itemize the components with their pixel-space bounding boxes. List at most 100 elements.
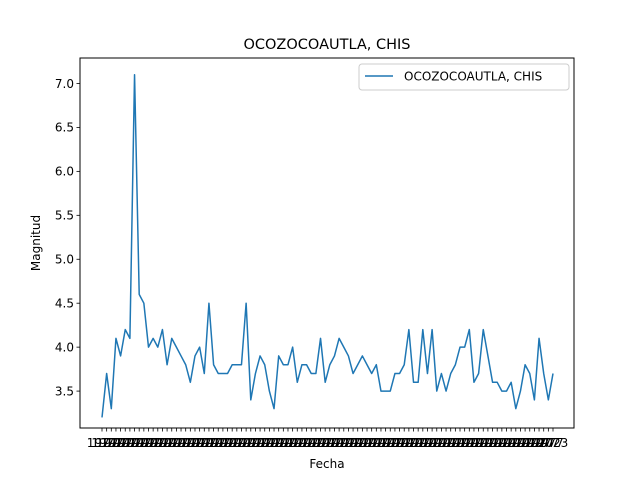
- x-tick-label: 1977: [449, 436, 480, 450]
- x-tick-label: 1977: [296, 436, 327, 450]
- x-tick-label: 1977: [352, 436, 383, 450]
- x-tick-label: 1977: [315, 436, 346, 450]
- chart-title: OCOZOCOAUTLA, CHIS: [243, 37, 410, 53]
- x-tick-label: 1977: [394, 436, 425, 450]
- y-tick-label: 4.5: [55, 297, 74, 311]
- x-tick-label: 1977: [249, 436, 280, 450]
- x-tick-label: 1977: [468, 436, 499, 450]
- x-tick-label: 1977: [277, 436, 308, 450]
- x-tick-label: 1977: [282, 436, 313, 450]
- x-tick-label: 1977: [273, 436, 304, 450]
- x-tick-label: 1977: [305, 436, 336, 450]
- x-tick-label: 1977: [217, 436, 248, 450]
- plot-frame: [79, 57, 575, 429]
- x-tick-label: 1977: [408, 436, 439, 450]
- y-axis-ticks: 3.5 4.0 4.5 5.0 5.5 6.0 6.5 7.0: [55, 77, 80, 398]
- x-tick-label: 1977: [431, 436, 462, 450]
- y-tick-label: 5.5: [55, 209, 74, 223]
- x-tick-label: 1977: [342, 436, 373, 450]
- x-tick-label: 1977: [454, 436, 485, 450]
- x-tick-label: 1977: [170, 436, 201, 450]
- x-tick-label: 1977: [254, 436, 285, 450]
- x-tick-label: 1977: [245, 436, 276, 450]
- legend-box: [358, 63, 570, 91]
- x-tick-label: 1977: [440, 436, 471, 450]
- x-tick-label: 1977: [524, 436, 555, 450]
- x-tick-label: 1977: [310, 436, 341, 450]
- x-tick-label: 1977: [445, 436, 476, 450]
- x-tick-label: 1977: [124, 436, 155, 450]
- x-tick-label: 1977: [519, 436, 550, 450]
- x-tick-label: 1977: [319, 436, 350, 450]
- x-tick-label: 1977: [477, 436, 508, 450]
- x-tick-label: 1977: [222, 436, 253, 450]
- x-axis-label: Fecha: [309, 457, 344, 471]
- x-tick-label: 1977: [166, 436, 197, 450]
- x-tick-label: 1977: [101, 436, 132, 450]
- x-tick-label: 1977: [119, 436, 150, 450]
- y-tick-label: 7.0: [55, 77, 74, 91]
- x-tick-label: 1977: [412, 436, 443, 450]
- x-tick-label: 1977: [175, 436, 206, 450]
- x-tick-label: 1977: [208, 436, 239, 450]
- x-tick-label: 1977: [189, 436, 220, 450]
- x-tick-label: 1977: [147, 436, 178, 450]
- x-tick-label: 1977: [105, 436, 136, 450]
- x-tick-label: 1977: [133, 436, 164, 450]
- x-tick-label: 1977: [324, 436, 355, 450]
- x-tick-label: 1977: [184, 436, 215, 450]
- x-tick-label: 1977: [389, 436, 420, 450]
- x-tick-label: 1977: [180, 436, 211, 450]
- x-tick-label: 1977: [496, 436, 527, 450]
- x-tick-label: 1977: [110, 436, 141, 450]
- x-tick-label: 1977: [87, 436, 118, 450]
- x-tick-label: 1977: [115, 436, 146, 450]
- x-tick-label: 1977: [91, 436, 122, 450]
- x-tick-label: 1977: [528, 436, 559, 450]
- x-tick-label: 1977: [198, 436, 229, 450]
- x-tick-label: 1977: [203, 436, 234, 450]
- x-tick-label: 1977: [380, 436, 411, 450]
- x-tick-label: 1977: [501, 436, 532, 450]
- x-tick-label: 1977: [226, 436, 257, 450]
- y-tick-label: 5.0: [55, 253, 74, 267]
- x-tick-label: 1977: [533, 436, 564, 450]
- x-tick-label: 1977: [129, 436, 160, 450]
- x-tick-label: 1977: [375, 436, 406, 450]
- x-tick-label: 1977: [421, 436, 452, 450]
- y-tick-label: 6.5: [55, 121, 74, 135]
- x-axis-ticks: 1977197719771977197719771977197719771977…: [87, 428, 569, 450]
- x-tick-label: 1977: [156, 436, 187, 450]
- x-tick-label: 1977: [287, 436, 318, 450]
- x-tick-label: 1977: [435, 436, 466, 450]
- x-tick-label: 1977: [328, 436, 359, 450]
- x-tick-label: 1977: [347, 436, 378, 450]
- x-tick-label: 1977: [301, 436, 332, 450]
- x-tick-label: 1977: [417, 436, 448, 450]
- x-tick-label: 1977: [152, 436, 183, 450]
- x-tick-label: 1977: [505, 436, 536, 450]
- series-line: [101, 73, 554, 418]
- x-tick-label: 1977: [259, 436, 290, 450]
- x-tick-label: 1977: [161, 436, 192, 450]
- x-tick-label: 1977: [370, 436, 401, 450]
- x-tick-label: 1977: [194, 436, 225, 450]
- x-tick-label: 1977: [356, 436, 387, 450]
- x-tick-label: 1977: [403, 436, 434, 450]
- legend-label: OCOZOCOAUTLA, CHIS: [404, 70, 542, 84]
- x-tick-label: 1977: [510, 436, 541, 450]
- x-tick-label: 1977: [487, 436, 518, 450]
- x-tick-label: 1977: [463, 436, 494, 450]
- x-tick-label: 1977: [459, 436, 490, 450]
- x-tick-label: 1977: [143, 436, 174, 450]
- x-tick-label: 1977: [236, 436, 267, 450]
- x-tick-label: 1977: [482, 436, 513, 450]
- x-tick-label: 1977: [398, 436, 429, 450]
- x-tick-label: 1977: [384, 436, 415, 450]
- x-tick-label: 1977: [514, 436, 545, 450]
- y-tick-label: 3.5: [55, 384, 74, 398]
- x-tick-labels: 1977197719771977197719771977197719771977…: [87, 436, 569, 450]
- x-tick-label: 1977: [231, 436, 262, 450]
- x-tick-label: 1977: [96, 436, 127, 450]
